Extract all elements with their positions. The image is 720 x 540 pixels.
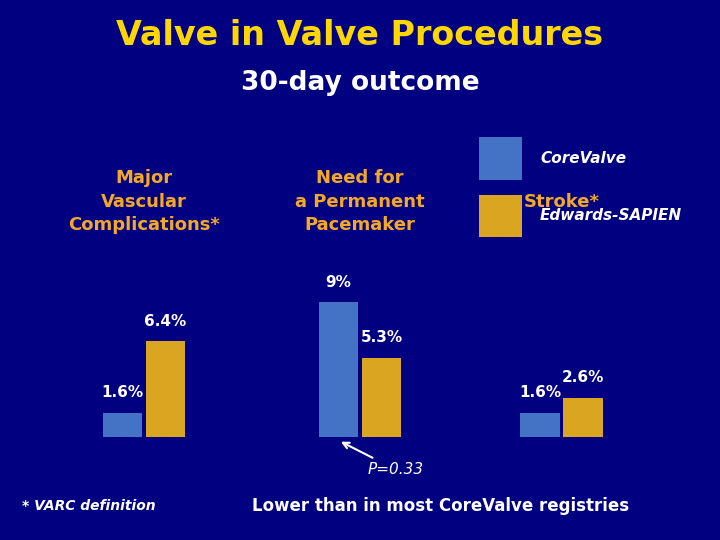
Text: 5.3%: 5.3% (361, 330, 402, 345)
Text: P=0.33: P=0.33 (343, 443, 423, 477)
Bar (564, 398, 603, 437)
Text: 9%: 9% (325, 275, 351, 289)
Bar (362, 357, 402, 437)
Text: Edwards-SAPIEN: Edwards-SAPIEN (540, 208, 682, 224)
Bar (521, 413, 560, 437)
Text: CoreValve: CoreValve (540, 151, 626, 166)
Bar (145, 341, 186, 437)
Bar (479, 194, 522, 237)
Text: Major
Vascular
Complications*: Major Vascular Complications* (68, 169, 220, 234)
Text: 30-day outcome: 30-day outcome (240, 70, 480, 96)
Text: Lower than in most CoreValve registries: Lower than in most CoreValve registries (252, 497, 629, 515)
Text: 1.6%: 1.6% (519, 386, 561, 401)
Text: 6.4%: 6.4% (145, 314, 186, 328)
Text: Stroke*: Stroke* (523, 193, 600, 211)
Text: 2.6%: 2.6% (562, 370, 604, 386)
Bar (103, 413, 142, 437)
Text: Need for
a Permanent
Pacemaker: Need for a Permanent Pacemaker (295, 169, 425, 234)
Text: Valve in Valve Procedures: Valve in Valve Procedures (117, 19, 603, 52)
Bar (479, 138, 522, 180)
Text: 1.6%: 1.6% (102, 386, 143, 401)
Bar (318, 302, 358, 437)
Text: * VARC definition: * VARC definition (22, 500, 156, 513)
